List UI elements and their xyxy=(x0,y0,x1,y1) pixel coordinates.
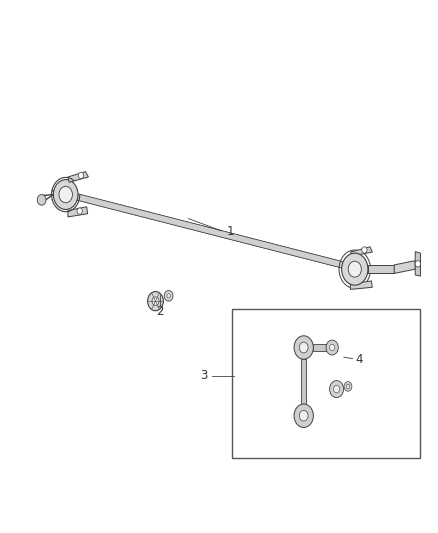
Circle shape xyxy=(299,410,308,421)
Circle shape xyxy=(164,290,173,301)
Circle shape xyxy=(348,261,361,277)
Circle shape xyxy=(362,247,367,253)
Circle shape xyxy=(333,385,339,393)
Circle shape xyxy=(344,382,352,391)
Polygon shape xyxy=(350,247,372,256)
Circle shape xyxy=(299,342,308,353)
Text: 4: 4 xyxy=(355,353,363,366)
Circle shape xyxy=(78,172,84,179)
Polygon shape xyxy=(68,172,88,182)
Text: 1: 1 xyxy=(226,225,234,238)
Polygon shape xyxy=(350,281,372,289)
Circle shape xyxy=(346,384,350,389)
Circle shape xyxy=(152,297,159,305)
Circle shape xyxy=(77,208,82,214)
Circle shape xyxy=(415,261,420,267)
Polygon shape xyxy=(394,261,415,273)
Circle shape xyxy=(342,253,368,285)
Polygon shape xyxy=(68,207,88,217)
Circle shape xyxy=(329,381,343,398)
Text: 2: 2 xyxy=(156,305,164,318)
Circle shape xyxy=(326,340,338,355)
Polygon shape xyxy=(301,359,306,404)
Polygon shape xyxy=(313,344,337,351)
Circle shape xyxy=(59,187,72,203)
Text: 3: 3 xyxy=(200,369,207,382)
Circle shape xyxy=(37,195,46,205)
Polygon shape xyxy=(415,252,420,276)
Circle shape xyxy=(294,404,313,427)
Circle shape xyxy=(329,344,335,351)
Circle shape xyxy=(167,294,170,298)
Polygon shape xyxy=(368,265,394,273)
Polygon shape xyxy=(67,191,360,272)
Bar xyxy=(232,309,420,458)
Circle shape xyxy=(294,336,313,359)
Circle shape xyxy=(148,292,163,311)
Circle shape xyxy=(53,180,78,209)
